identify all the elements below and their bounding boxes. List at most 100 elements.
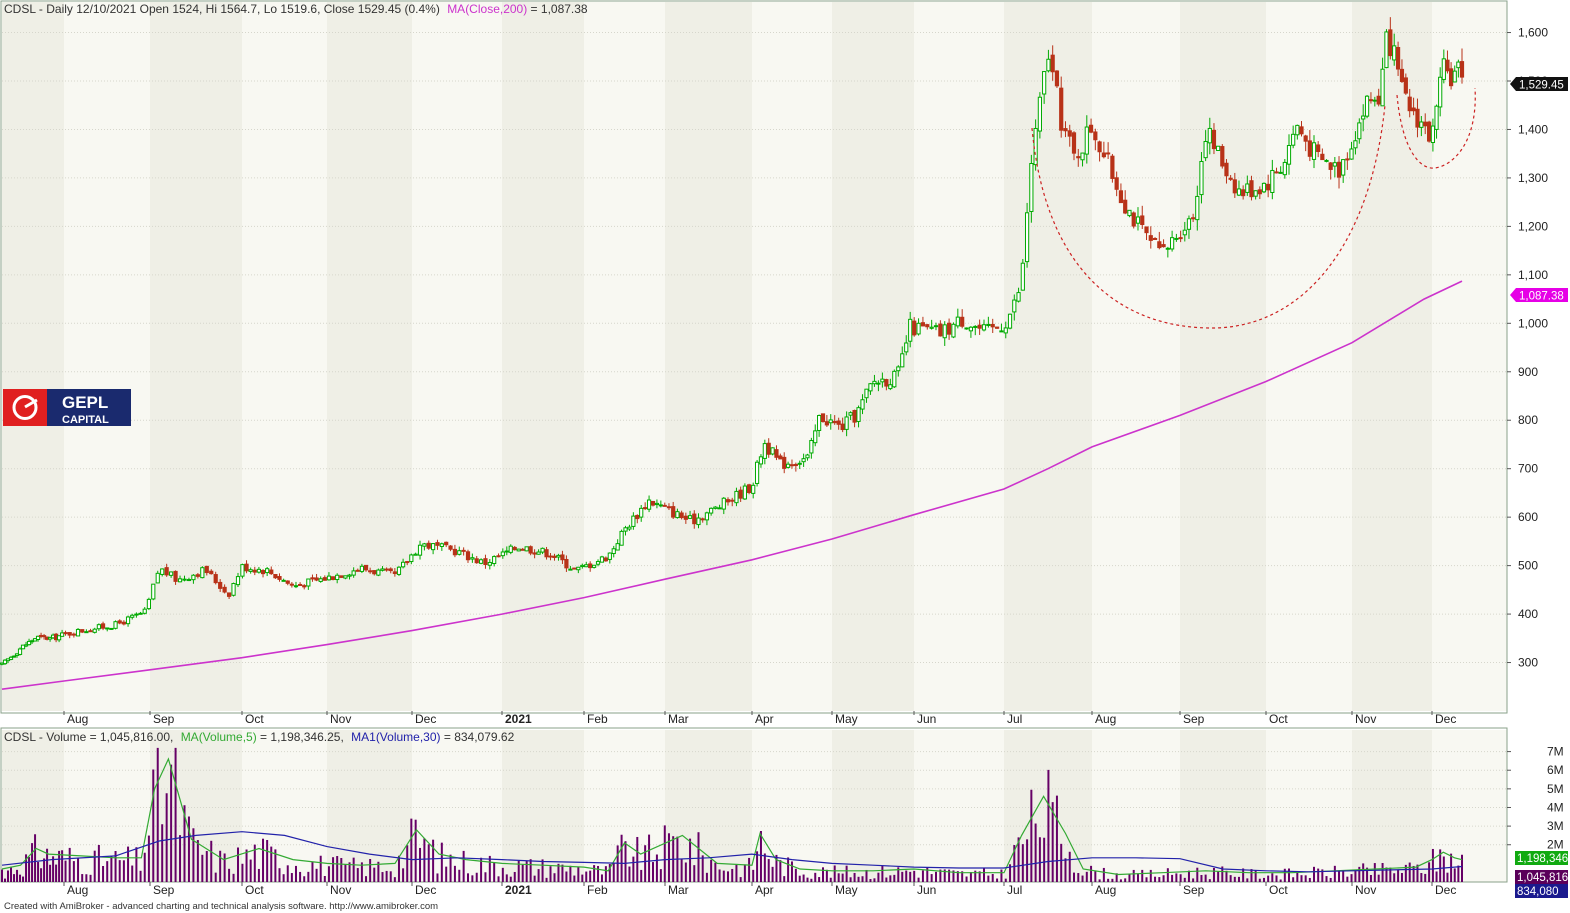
candle-body — [204, 565, 209, 574]
candle — [465, 549, 471, 563]
candle — [1024, 202, 1030, 268]
candle-body — [1236, 188, 1242, 196]
candle — [986, 316, 991, 328]
candle-body — [1170, 237, 1175, 250]
candle — [1054, 70, 1060, 89]
candle — [1430, 118, 1436, 152]
candle — [1324, 159, 1329, 163]
candle-body — [347, 574, 352, 577]
candle-body — [1054, 70, 1060, 87]
candle — [1020, 258, 1025, 291]
candle — [56, 635, 62, 643]
candle-body — [639, 507, 644, 518]
candle-body — [671, 506, 676, 518]
candle-body — [844, 416, 849, 430]
candle-body — [1127, 209, 1132, 217]
x-axis-labels: Aug Aug Sep Sep Oct Oct Nov Nov Dec Dec 2021 2021 Fe… — [63, 711, 1456, 897]
x-tick-label: Aug — [67, 712, 88, 726]
candle — [1203, 130, 1208, 162]
x-tick-label: Jul — [1007, 712, 1022, 726]
candle-body — [1320, 153, 1325, 161]
candle — [248, 567, 253, 574]
price-tick-label: 300 — [1518, 656, 1538, 670]
volume-month-band — [1180, 730, 1266, 882]
candle — [888, 378, 893, 391]
candle-body — [388, 568, 393, 572]
candle — [1131, 211, 1136, 229]
candle — [26, 638, 32, 646]
candle-body — [730, 499, 735, 502]
candle — [289, 582, 294, 588]
candle — [1076, 148, 1081, 167]
candle — [496, 553, 501, 558]
ma200-line — [1, 280, 1463, 690]
candle-body — [444, 541, 449, 546]
candle-body — [302, 585, 307, 588]
candle — [330, 576, 336, 581]
candle — [1438, 67, 1443, 117]
volume-tick-label: 2M — [1547, 838, 1564, 852]
candle-body — [552, 555, 557, 558]
candle — [1407, 88, 1412, 118]
candle-body — [422, 543, 427, 547]
candle-body — [457, 550, 462, 555]
candle — [623, 525, 628, 536]
candle — [63, 630, 68, 636]
candle-body — [599, 556, 605, 563]
candle — [896, 365, 901, 377]
candle-body — [738, 489, 743, 499]
candle — [109, 627, 114, 630]
logo-mark-icon — [12, 395, 38, 420]
candle — [439, 542, 444, 551]
candle — [960, 309, 965, 329]
candle — [359, 563, 364, 574]
candle — [1427, 120, 1432, 143]
candle-body — [848, 412, 853, 416]
candle — [864, 388, 869, 403]
candle — [155, 570, 160, 584]
price-month-band — [584, 2, 665, 711]
candle — [483, 554, 488, 569]
candle — [1299, 121, 1304, 137]
candle-body — [635, 514, 640, 520]
candle-body — [1357, 122, 1362, 140]
candle — [35, 635, 41, 642]
candle-body — [191, 574, 196, 581]
candle-body — [1195, 195, 1200, 221]
candle — [1123, 190, 1128, 215]
candle — [11, 655, 17, 658]
candle-body — [946, 322, 952, 335]
candle — [1445, 50, 1450, 74]
candle — [478, 558, 484, 565]
candles — [0, 17, 1465, 666]
candle — [824, 414, 829, 427]
candle — [448, 545, 453, 552]
candle-body — [828, 419, 833, 424]
candle — [1067, 124, 1072, 147]
candle-body — [1380, 68, 1385, 107]
candle-body — [439, 543, 444, 547]
candle — [1182, 221, 1187, 242]
candle-body — [955, 316, 960, 327]
candle-body — [396, 566, 402, 575]
candle-body — [627, 526, 632, 530]
candle-body — [1324, 159, 1329, 162]
candle-body — [23, 644, 29, 647]
candle-body — [222, 586, 227, 593]
candle-body — [801, 458, 806, 463]
candle-body — [1101, 152, 1106, 158]
candle — [508, 544, 513, 555]
candle — [742, 483, 747, 500]
candle-body — [1024, 212, 1030, 263]
candle-body — [666, 506, 672, 509]
candle — [413, 552, 418, 556]
candle-body — [1407, 96, 1412, 112]
volume-badge: 1,045,816 — [1515, 870, 1568, 884]
candle — [204, 565, 209, 576]
candle — [700, 517, 705, 523]
volume-ma30-badge: 834,080 — [1515, 884, 1568, 898]
candle — [758, 454, 764, 468]
candle-body — [1123, 199, 1128, 214]
grid-lines — [2, 32, 1507, 846]
candle-body — [556, 554, 561, 558]
